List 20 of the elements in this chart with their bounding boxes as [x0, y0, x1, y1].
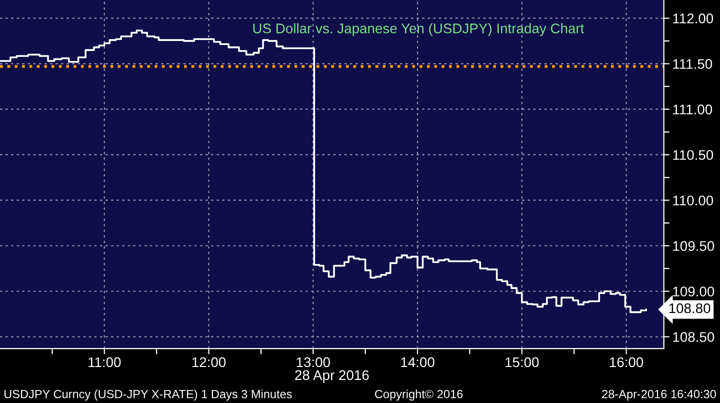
x-axis-title: 28 Apr 2016: [295, 370, 369, 383]
text: 28-Apr-2016 16:40:30: [602, 390, 716, 401]
x-tick-label: 11:00: [88, 357, 121, 368]
x-tick-label: 13:00: [296, 357, 330, 368]
text: US Dollar vs. Japanese Yen (USDJPY) Intraday Chart: [253, 23, 584, 36]
y-tick-label: 112.00: [673, 14, 714, 24]
text: USDJPY Curncy (USD-JPY X-RATE) 1 Days 3 Minutes: [4, 390, 292, 401]
x-tick-label: 12:00: [192, 357, 226, 368]
x-tick-label: 16:00: [610, 357, 644, 368]
x-tick-label: 14:00: [401, 357, 434, 368]
y-tick-label: 111.00: [673, 104, 712, 114]
annotation: 108.80: [669, 303, 710, 314]
y-tick-label: 110.50: [673, 150, 714, 160]
x-tick-label: 15:00: [506, 357, 539, 368]
text: Copyright© 2016: [375, 390, 463, 401]
y-tick-label: 110.00: [673, 196, 714, 206]
y-tick-label: 108.50: [673, 332, 714, 342]
y-tick-label: 109.50: [673, 241, 714, 251]
y-tick-label: 109.00: [673, 286, 714, 296]
y-tick-label: 111.50: [673, 59, 712, 69]
